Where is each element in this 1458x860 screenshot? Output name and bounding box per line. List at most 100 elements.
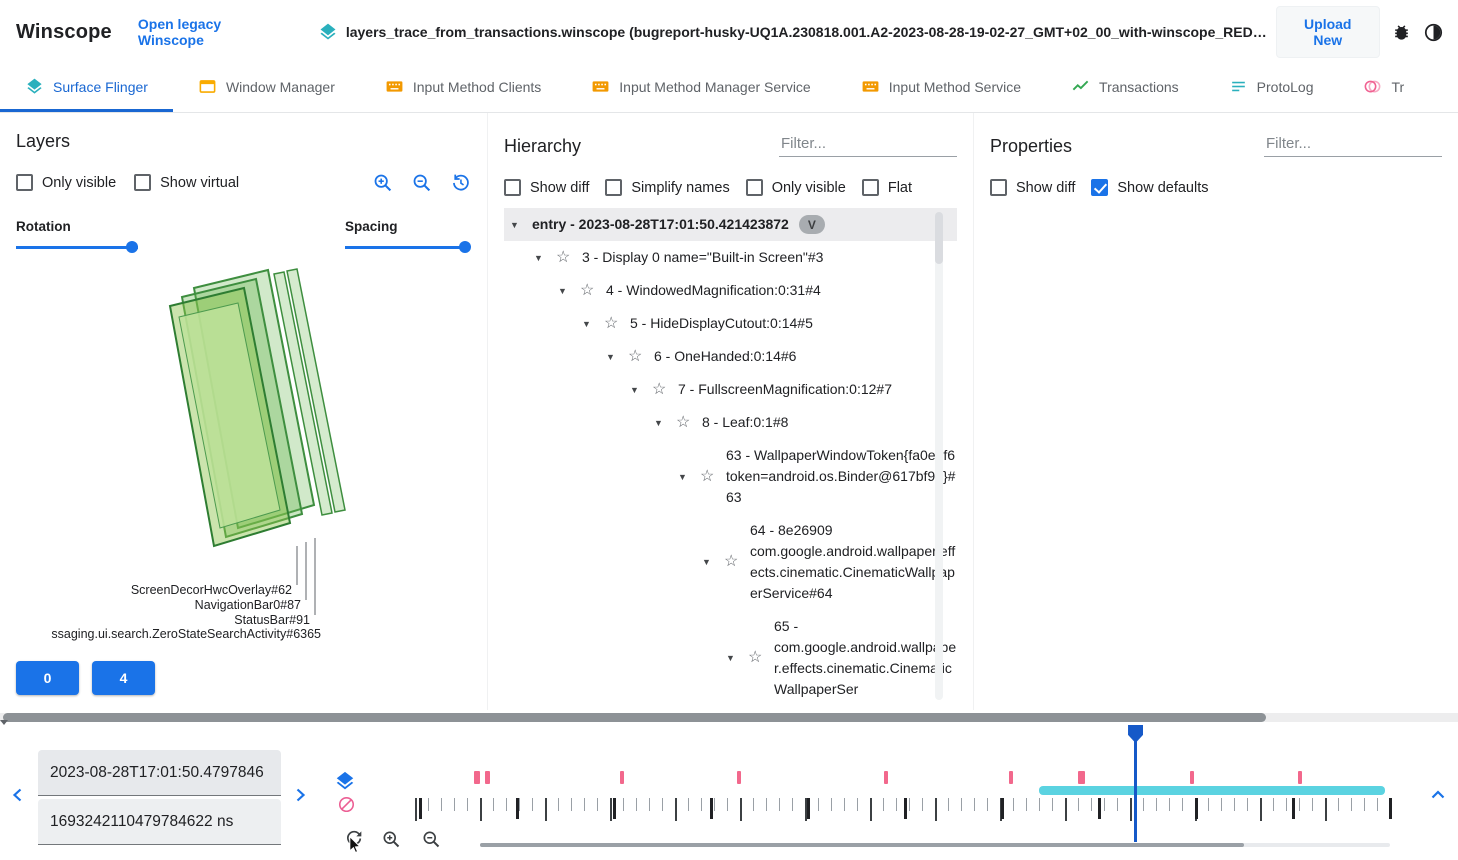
tab-transactions[interactable]: Transactions: [1046, 64, 1204, 112]
trace-event-marker[interactable]: [485, 771, 491, 784]
trace-event-marker[interactable]: [619, 771, 624, 784]
flat-checkbox[interactable]: Flat: [861, 179, 912, 196]
tab-input-method-service[interactable]: Input Method Service: [836, 64, 1046, 112]
zoom-in-icon[interactable]: [372, 172, 393, 193]
only-visible-checkbox[interactable]: Only visible: [745, 179, 846, 196]
trace-event-marker[interactable]: [883, 771, 888, 784]
tab-surface-flinger[interactable]: Surface Flinger: [0, 64, 173, 112]
show-diff-checkbox[interactable]: Show diff: [990, 179, 1075, 196]
chevron-down-icon[interactable]: ▼: [534, 252, 543, 263]
timestamp-human-input[interactable]: [38, 750, 281, 796]
horizontal-scrollbar[interactable]: [0, 710, 1458, 725]
next-entry-button[interactable]: [288, 783, 312, 810]
spacing-slider[interactable]: [345, 240, 471, 254]
properties-filter-input[interactable]: [1264, 131, 1442, 157]
chevron-down-icon[interactable]: ▼: [510, 219, 519, 230]
star-icon[interactable]: ☆: [628, 347, 643, 365]
star-icon[interactable]: ☆: [604, 314, 619, 332]
layer-rect[interactable]: [286, 268, 346, 513]
chevron-down-icon[interactable]: ▼: [558, 285, 567, 296]
layers-trace-icon[interactable]: [334, 770, 356, 792]
trace-event-marker[interactable]: [1008, 771, 1013, 784]
reset-zoom-icon[interactable]: [344, 828, 364, 848]
timeline-scrollbar-handle[interactable]: [480, 843, 1245, 847]
trace-event-marker[interactable]: [474, 771, 481, 784]
checkbox-box[interactable]: [990, 179, 1007, 196]
checkbox-box[interactable]: [1091, 179, 1109, 196]
star-icon[interactable]: ☆: [724, 553, 739, 570]
tab-input-method-clients[interactable]: Input Method Clients: [360, 64, 566, 112]
tree-node[interactable]: ▼ ☆ 5 - HideDisplayCutout:0:14#5: [504, 307, 957, 340]
checkbox-box[interactable]: [504, 179, 521, 196]
show-defaults-checkbox[interactable]: Show defaults: [1091, 179, 1208, 196]
chevron-down-icon[interactable]: ▼: [726, 653, 735, 663]
bug-report-icon[interactable]: [1392, 23, 1411, 42]
zoom-out-icon[interactable]: [421, 829, 441, 849]
display-button-4[interactable]: 4: [92, 661, 155, 695]
dark-mode-icon[interactable]: [1423, 22, 1444, 43]
star-icon[interactable]: ☆: [580, 281, 595, 299]
open-legacy-winscope-link[interactable]: Open legacy Winscope: [137, 16, 222, 48]
hierarchy-filter-input[interactable]: [779, 131, 957, 157]
layers-3d-view[interactable]: ScreenDecorHwcOverlay#62 NavigationBar0#…: [16, 260, 471, 648]
display-button-0[interactable]: 0: [16, 661, 79, 695]
checkbox-box[interactable]: [861, 179, 879, 196]
tree-node[interactable]: ▼ ☆ 7 - FullscreenMagnification:0:12#7: [504, 373, 957, 406]
checkbox-box[interactable]: [745, 179, 763, 196]
star-icon[interactable]: ☆: [652, 380, 667, 398]
show-virtual-checkbox[interactable]: Show virtual: [134, 174, 239, 191]
star-icon[interactable]: ☆: [700, 467, 715, 485]
tree-node[interactable]: ▼ ☆ 8 - Leaf:0:1#8: [504, 406, 957, 439]
star-icon[interactable]: ☆: [748, 649, 763, 666]
upload-new-button[interactable]: Upload New: [1275, 6, 1380, 58]
transactions-trace-icon[interactable]: [337, 795, 356, 814]
tree-scrollbar-handle[interactable]: [935, 212, 943, 264]
chevron-down-icon[interactable]: ▼: [630, 384, 639, 395]
trace-event-marker[interactable]: [736, 771, 741, 784]
checkbox-box[interactable]: [134, 174, 152, 191]
trace-event-marker[interactable]: [1190, 771, 1195, 784]
zoom-out-icon[interactable]: [411, 172, 432, 193]
tree-scrollbar[interactable]: [935, 212, 943, 700]
simplify-names-checkbox[interactable]: Simplify names: [605, 179, 730, 196]
trace-event-marker[interactable]: [1298, 771, 1303, 784]
tab-input-method-manager-service[interactable]: Input Method Manager Service: [566, 64, 835, 112]
tree-node[interactable]: ▼ ☆ 65 - com.google.android.wallpaper.ef…: [504, 610, 957, 706]
chevron-down-icon[interactable]: ▼: [702, 557, 711, 567]
trace-segment-bar[interactable]: [1039, 786, 1386, 795]
trace-event-marker[interactable]: [1078, 771, 1085, 784]
tree-node[interactable]: ▼ entry - 2023-08-28T17:01:50.421423872 …: [504, 208, 957, 241]
chevron-down-icon[interactable]: ▼: [606, 351, 615, 362]
slider-thumb[interactable]: [126, 241, 138, 253]
tree-node[interactable]: ▼ ☆ 63 - WallpaperWindowToken{fa0eef6 to…: [504, 439, 957, 514]
collapse-timeline-button[interactable]: [1426, 783, 1450, 810]
tree-node[interactable]: ▼ ☆ 3 - Display 0 name="Built-in Screen"…: [504, 241, 957, 274]
layer-rect[interactable]: [273, 271, 333, 516]
checkbox-box[interactable]: [16, 174, 33, 191]
layer-rect[interactable]: [178, 302, 281, 529]
zoom-in-icon[interactable]: [381, 829, 401, 849]
previous-entry-button[interactable]: [6, 783, 30, 810]
chevron-down-icon[interactable]: ▼: [678, 471, 687, 482]
tab-transitions[interactable]: Tr: [1338, 64, 1429, 112]
timestamp-ns-input[interactable]: [38, 799, 281, 845]
only-visible-checkbox[interactable]: Only visible: [16, 174, 116, 191]
timeline-strip[interactable]: [415, 725, 1394, 860]
chevron-down-icon[interactable]: [0, 720, 8, 741]
chevron-down-icon[interactable]: ▼: [654, 417, 663, 428]
timeline-cursor-handle[interactable]: [1128, 725, 1144, 743]
timeline-cursor[interactable]: [1134, 738, 1137, 842]
rotation-slider[interactable]: [16, 240, 138, 254]
checkbox-box[interactable]: [605, 179, 623, 196]
timeline-scrollbar[interactable]: [480, 843, 1390, 847]
tree-node[interactable]: ▼ ☆ 4 - WindowedMagnification:0:31#4: [504, 274, 957, 307]
tab-protolog[interactable]: ProtoLog: [1204, 64, 1339, 112]
slider-thumb[interactable]: [459, 241, 471, 253]
tree-node[interactable]: ▼ ☆ 6 - OneHanded:0:14#6: [504, 340, 957, 373]
scrollbar-handle[interactable]: [3, 713, 1266, 722]
show-diff-checkbox[interactable]: Show diff: [504, 179, 589, 196]
chevron-down-icon[interactable]: ▼: [582, 318, 591, 329]
tree-node[interactable]: ▼ ☆ 64 - 8e26909 com.google.android.wall…: [504, 514, 957, 610]
star-icon[interactable]: ☆: [556, 248, 571, 266]
reset-view-icon[interactable]: [450, 172, 471, 193]
